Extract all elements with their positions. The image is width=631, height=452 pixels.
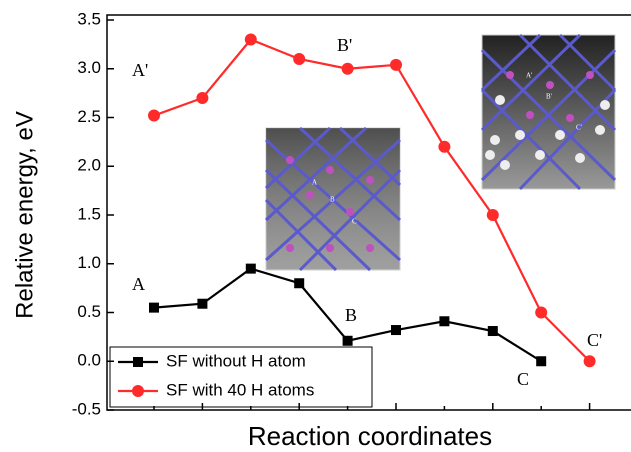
annotation: C — [517, 369, 529, 389]
marker — [132, 385, 144, 397]
marker — [133, 357, 143, 367]
inset-label: C' — [576, 124, 582, 132]
marker — [390, 59, 402, 71]
inset-label: A — [312, 179, 317, 187]
marker — [293, 53, 305, 65]
annotation: B' — [337, 35, 352, 55]
inset-label: C — [352, 218, 357, 226]
marker — [343, 336, 353, 346]
annotation: A' — [132, 60, 148, 80]
annotation: C' — [587, 330, 602, 350]
marker — [294, 278, 304, 288]
marker — [535, 307, 547, 319]
marker — [196, 92, 208, 104]
inset-label: A' — [526, 72, 532, 80]
annotation: B — [345, 305, 357, 325]
marker — [487, 209, 499, 221]
y-tick-label: 3.5 — [77, 9, 101, 28]
marker — [438, 141, 450, 153]
legend-label: SF without H atom — [166, 351, 306, 370]
x-axis-label: Reaction coordinates — [248, 421, 492, 451]
y-tick-label: 0.5 — [77, 302, 101, 321]
marker — [391, 325, 401, 335]
inset-label: B' — [546, 93, 552, 101]
y-tick-label: 1.5 — [77, 204, 101, 223]
y-axis-label: Relative energy, eV — [11, 111, 38, 319]
marker — [148, 110, 160, 122]
marker — [584, 355, 596, 367]
marker — [245, 34, 257, 46]
marker — [342, 63, 354, 75]
y-tick-label: 2.0 — [77, 156, 101, 175]
chart: A B C A' B' C' Relative energy, eV React… — [0, 0, 631, 452]
marker — [246, 264, 256, 274]
marker — [149, 303, 159, 313]
marker — [488, 326, 498, 336]
y-tick-label: -0.5 — [72, 399, 101, 418]
marker — [536, 356, 546, 366]
y-tick-label: 3.0 — [77, 58, 101, 77]
inset-label: B — [330, 196, 335, 204]
y-tick-label: 1.0 — [77, 253, 101, 272]
y-tick-label: 2.5 — [77, 107, 101, 126]
y-tick-label: 0.0 — [77, 351, 101, 370]
marker — [439, 316, 449, 326]
marker — [197, 299, 207, 309]
annotation: A — [132, 274, 145, 294]
inset-structure — [482, 35, 615, 189]
legend-label: SF with 40 H atoms — [166, 380, 314, 399]
